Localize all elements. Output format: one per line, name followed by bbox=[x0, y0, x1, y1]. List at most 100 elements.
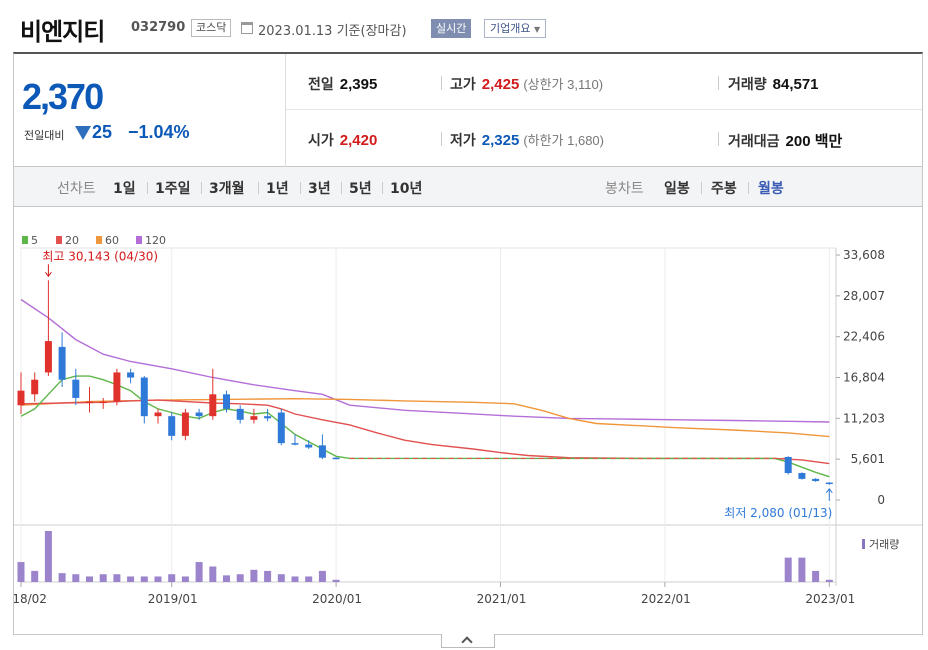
volume-bar bbox=[72, 574, 80, 582]
market-badge: 코스닥 bbox=[191, 19, 232, 37]
x-tick-label: 2020/01 bbox=[312, 592, 362, 606]
ma60-line bbox=[20, 397, 830, 438]
upper-limit: (상한가 3,110) bbox=[523, 77, 604, 92]
period-3m[interactable]: 3개월 bbox=[209, 181, 245, 197]
volume-bar bbox=[305, 576, 313, 582]
divider bbox=[201, 182, 202, 194]
period-10y[interactable]: 10년 bbox=[390, 181, 423, 197]
legend-label: 5 bbox=[31, 234, 38, 247]
stock-header: 비엔지티 032790 코스닥 2023.01.13 기준(장마감) 실시간 기… bbox=[0, 0, 928, 52]
x-tick-label: 2018/02 bbox=[14, 592, 47, 606]
divider bbox=[718, 132, 719, 146]
candle-body bbox=[784, 456, 792, 474]
divider bbox=[258, 182, 259, 194]
volume-bar bbox=[44, 531, 52, 582]
company-overview-dropdown[interactable]: 기업개요 ▼ bbox=[484, 19, 547, 38]
change-label: 전일대비 bbox=[24, 129, 65, 142]
divider bbox=[147, 182, 148, 194]
basis-text: 기준(장마감) bbox=[336, 24, 407, 39]
divider bbox=[441, 132, 442, 146]
current-price-box: 2,370 전일대비 25 −1.04% bbox=[14, 54, 286, 167]
min-arrow-head bbox=[825, 488, 833, 494]
volume-bar bbox=[236, 574, 244, 582]
candle-monthly[interactable]: 월봉 bbox=[758, 181, 784, 197]
divider bbox=[701, 182, 702, 194]
candle-body bbox=[72, 379, 80, 398]
candle-body bbox=[113, 372, 121, 402]
stock-name: 비엔지티 bbox=[20, 18, 105, 46]
candle-body bbox=[236, 408, 244, 420]
candle-body bbox=[181, 412, 189, 436]
max-price-label: 최고 30,143 (04/30) bbox=[42, 249, 158, 263]
prev-close-label: 전일 bbox=[308, 77, 334, 93]
candle-weekly[interactable]: 주봉 bbox=[711, 181, 737, 197]
candle-body bbox=[127, 372, 135, 378]
candle-chart-label: 봉차트 bbox=[605, 181, 644, 197]
stock-code: 032790 bbox=[131, 20, 186, 35]
candle-body bbox=[209, 394, 217, 417]
divider bbox=[382, 182, 383, 194]
period-bar: 선차트 1일 1주일 3개월 1년 3년 5년 10년 봉차트 일봉 주봉 월봉 bbox=[13, 167, 923, 207]
volume-bar bbox=[264, 570, 272, 582]
candle-body bbox=[154, 412, 162, 417]
candle-body bbox=[99, 401, 107, 404]
period-5y[interactable]: 5년 bbox=[349, 181, 372, 197]
min-price-label: 최저 2,080 (01/13) bbox=[724, 506, 832, 520]
y-tick-label: 0 bbox=[877, 493, 885, 507]
y-tick-label: 16,804 bbox=[843, 371, 885, 385]
volume-bar bbox=[31, 570, 39, 582]
volume-bar bbox=[250, 569, 258, 582]
change-value: 25 bbox=[92, 122, 113, 142]
candle-body bbox=[318, 445, 326, 458]
volume-bar bbox=[127, 576, 135, 582]
low-price: 저가 2,325 (하한가 1,680) bbox=[450, 130, 604, 150]
divider bbox=[341, 182, 342, 194]
volume-bar bbox=[223, 575, 230, 582]
candle-body bbox=[332, 457, 340, 460]
x-tick-label: 2022/01 bbox=[641, 592, 691, 606]
candle-body bbox=[277, 412, 285, 444]
legend-swatch bbox=[22, 236, 28, 244]
volume-bar bbox=[318, 570, 326, 582]
volume-bar bbox=[812, 570, 820, 582]
candle-body bbox=[264, 416, 272, 419]
period-1w[interactable]: 1주일 bbox=[155, 181, 191, 197]
period-3y[interactable]: 3년 bbox=[308, 181, 331, 197]
candle-body bbox=[223, 394, 230, 409]
volume-bar bbox=[86, 576, 93, 582]
volume-bar bbox=[195, 562, 203, 582]
legend-label: 120 bbox=[145, 234, 166, 247]
volume-bar bbox=[332, 579, 340, 582]
lower-limit: (하한가 1,680) bbox=[523, 133, 604, 148]
candle-body bbox=[291, 443, 299, 445]
collapse-toggle[interactable] bbox=[441, 634, 495, 648]
volume-value: 84,571 bbox=[772, 76, 819, 93]
candle-body bbox=[140, 377, 148, 417]
y-tick-label: 11,203 bbox=[843, 411, 885, 425]
trade-amount: 거래대금 200 백만 bbox=[728, 130, 842, 151]
volume-bar bbox=[140, 576, 148, 582]
candle-body bbox=[798, 473, 806, 479]
y-tick-label: 5,601 bbox=[851, 452, 885, 466]
candle-body bbox=[825, 482, 833, 485]
chevron-down-icon: ▼ bbox=[533, 25, 541, 34]
x-tick-label: 2019/01 bbox=[148, 592, 198, 606]
stock-chart: 2018/02 2019/01 2020/01 2021/01 2022/01 2023/… bbox=[14, 234, 922, 606]
chart-area: 2018/02 2019/01 2020/01 2021/01 2022/01 2023/… bbox=[13, 207, 923, 635]
candle-daily[interactable]: 일봉 bbox=[664, 181, 690, 197]
volume-bar bbox=[291, 576, 299, 582]
period-1y[interactable]: 1년 bbox=[266, 181, 289, 197]
divider bbox=[718, 76, 719, 90]
y-tick-label: 22,406 bbox=[843, 330, 885, 344]
current-price: 2,370 bbox=[22, 76, 104, 117]
volume-bar bbox=[798, 557, 806, 582]
volume-bar bbox=[17, 562, 25, 582]
amount-value: 200 백만 bbox=[785, 133, 843, 150]
period-1d[interactable]: 1일 bbox=[113, 181, 136, 197]
open-value: 2,420 bbox=[339, 132, 378, 149]
realtime-button[interactable]: 실시간 bbox=[431, 19, 472, 38]
chevron-up-icon bbox=[461, 636, 473, 648]
volume-legend-label: 거래량 bbox=[869, 538, 899, 551]
volume-legend-swatch bbox=[862, 539, 865, 549]
volume-bar bbox=[168, 574, 176, 582]
